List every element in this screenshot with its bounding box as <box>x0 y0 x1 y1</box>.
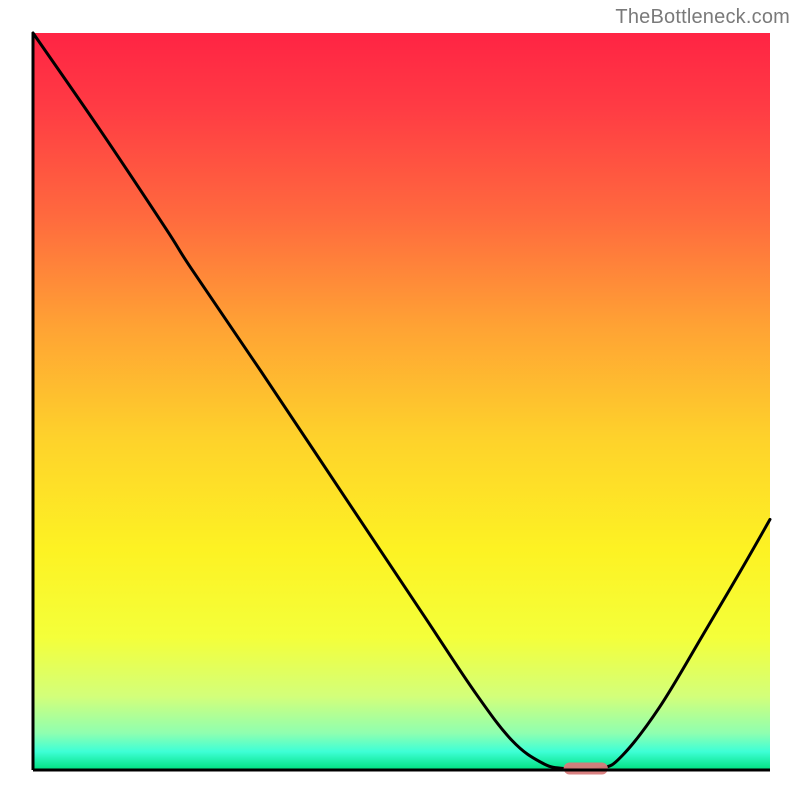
chart-svg <box>0 0 800 800</box>
plot-background <box>33 33 770 770</box>
watermark: TheBottleneck.com <box>615 6 790 29</box>
chart-container: TheBottleneck.com <box>0 0 800 800</box>
